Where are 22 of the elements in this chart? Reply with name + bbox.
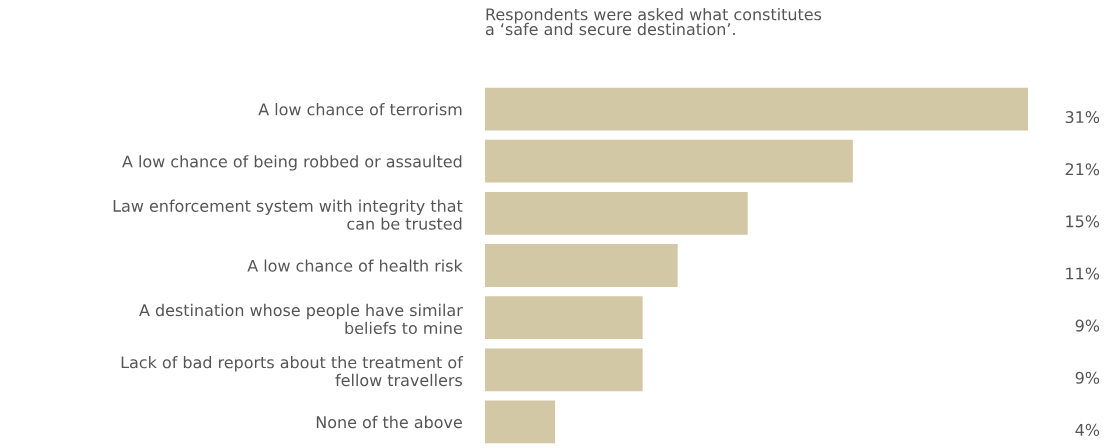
- y-tick-label: None of the above: [316, 415, 462, 429]
- y-tick-label: A low chance of health risk: [247, 259, 463, 272]
- data-label: 11%: [1066, 267, 1100, 280]
- data-label: 21%: [1065, 163, 1100, 176]
- data-label: 9%: [1075, 319, 1100, 332]
- y-tick-label: A low chance of terrorism: [258, 103, 462, 116]
- data-label: 31%: [1065, 111, 1100, 124]
- bar: [485, 400, 556, 444]
- bar: [485, 244, 678, 287]
- data-label: 15%: [1066, 215, 1100, 228]
- chart-title: Respondents were asked what constitutes a ‘safe and secure destination’.: [485, 8, 822, 36]
- y-tick-label: A low chance of being robbed or assaulted: [122, 155, 462, 171]
- y-tick-label: A destination whose people have similar beliefs to mine: [139, 303, 463, 335]
- bar: [485, 348, 643, 392]
- bar: [485, 139, 853, 183]
- y-tick-label: Law enforcement system with integrity that can be trusted: [113, 199, 463, 230]
- bar: [485, 296, 643, 340]
- bar: [485, 87, 1028, 131]
- data-label: 9%: [1075, 371, 1100, 384]
- y-tick-label: Lack of bad reports about the treatment of fellow travellers: [121, 355, 464, 387]
- data-label: 4%: [1075, 423, 1100, 436]
- bar: [485, 191, 748, 235]
